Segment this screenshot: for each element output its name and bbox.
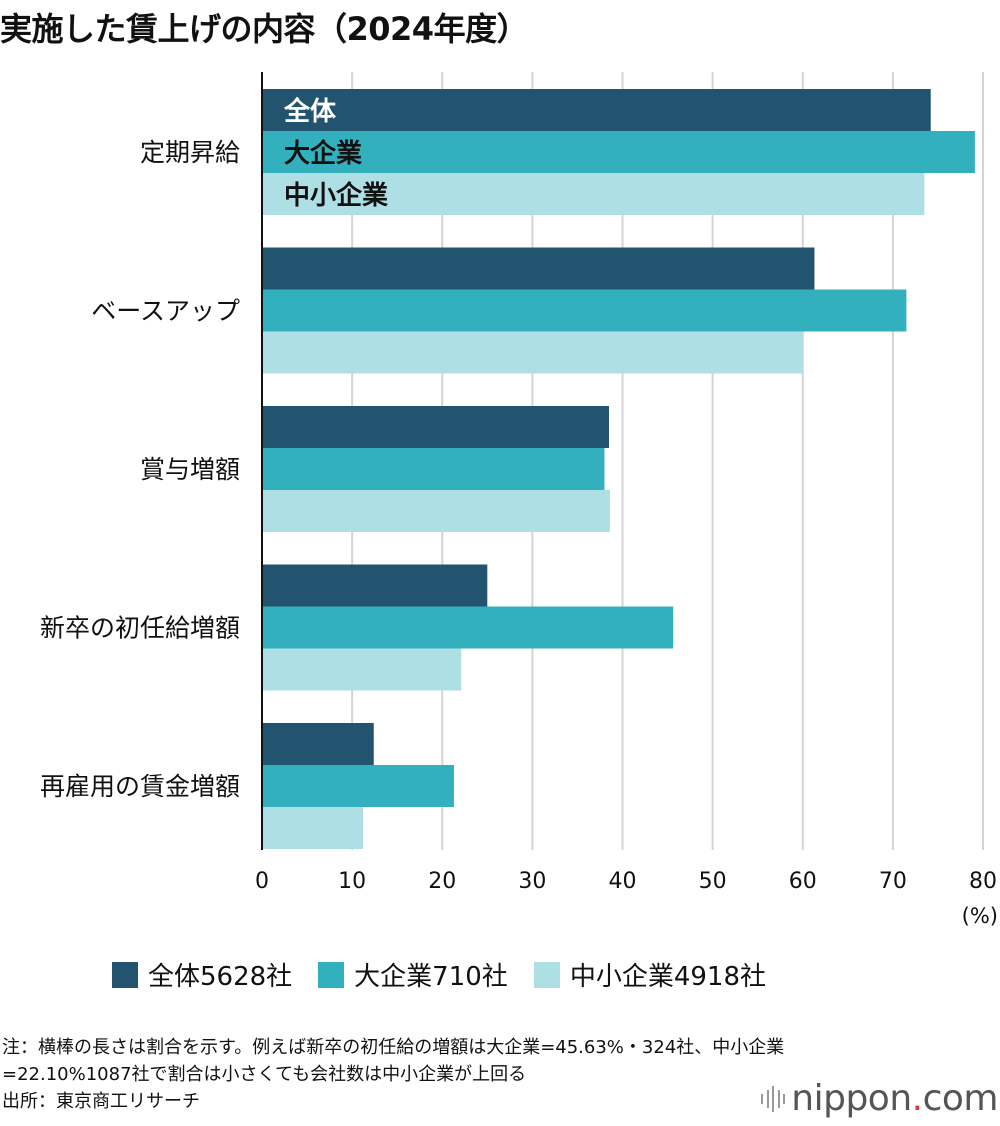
legend: 全体5628社 大企業710社 中小企業4918社 (112, 956, 792, 993)
x-unit-label: (%) (962, 904, 998, 928)
x-tick-label: 20 (428, 869, 456, 894)
logo-name: nippon (791, 1078, 912, 1119)
legend-label-large: 大企業710社 (354, 962, 508, 992)
note-line-2: =22.10%1087社で割合は小さくても会社数は中小企業が上回る (2, 1064, 527, 1085)
x-tick-label: 30 (518, 869, 546, 894)
source-line: 出所：東京商工リサーチ (2, 1091, 200, 1112)
nippon-logo: nippon. com (761, 1078, 999, 1119)
legend-label-sme: 中小企業4918社 (569, 962, 766, 992)
legend-swatch-all (112, 961, 138, 988)
logo-bars-icon (761, 1085, 786, 1112)
bar-series-label: 全体 (283, 96, 337, 127)
note-line-1: 注：横棒の長さは割合を示す。例えば新卒の初任給の増額は大企業=45.63%・32… (2, 1037, 785, 1058)
bar (262, 406, 609, 448)
legend-item-all: 全体5628社 (112, 956, 292, 993)
bar (262, 89, 931, 131)
logo-dot: . (911, 1078, 923, 1119)
bar-series-label: 中小企業 (284, 180, 388, 211)
bar (262, 331, 803, 374)
category-label: 定期昇給 (140, 138, 240, 167)
bar (262, 807, 363, 849)
legend-swatch-sme (533, 961, 560, 988)
bar (262, 247, 815, 290)
bar (262, 490, 610, 532)
bar (262, 723, 374, 765)
bar-series-label: 大企業 (284, 138, 362, 169)
category-label: 再雇用の賃金増額 (40, 772, 240, 801)
legend-item-large: 大企業710社 (318, 956, 508, 993)
category-label: 新卒の初任給増額 (40, 614, 240, 643)
bar (262, 648, 462, 691)
chart-title: 実施した賃上げの内容（2024年度） (0, 10, 529, 48)
bar (262, 564, 488, 607)
x-tick-label: 40 (609, 869, 637, 894)
bar (262, 448, 605, 490)
x-tick-label: 60 (789, 869, 817, 894)
logo-tld: com (922, 1078, 999, 1119)
legend-swatch-large (318, 961, 345, 988)
legend-item-sme: 中小企業4918社 (533, 956, 766, 993)
bar (262, 173, 925, 215)
x-tick-label: 10 (338, 869, 366, 894)
footnotes: 注：横棒の長さは割合を示す。例えば新卒の初任給の増額は大企業=45.63%・32… (2, 1034, 784, 1115)
bar (262, 765, 454, 807)
x-tick-label: 80 (969, 869, 997, 894)
x-tick-label: 70 (879, 869, 907, 894)
legend-label-all: 全体5628社 (148, 962, 293, 992)
bar (262, 289, 907, 332)
bar (262, 606, 674, 649)
category-label: ベースアップ (91, 297, 240, 326)
x-tick-label: 50 (699, 869, 727, 894)
x-tick-label: 0 (255, 869, 269, 894)
bar (262, 131, 975, 173)
category-label: 賞与増額 (140, 455, 240, 484)
